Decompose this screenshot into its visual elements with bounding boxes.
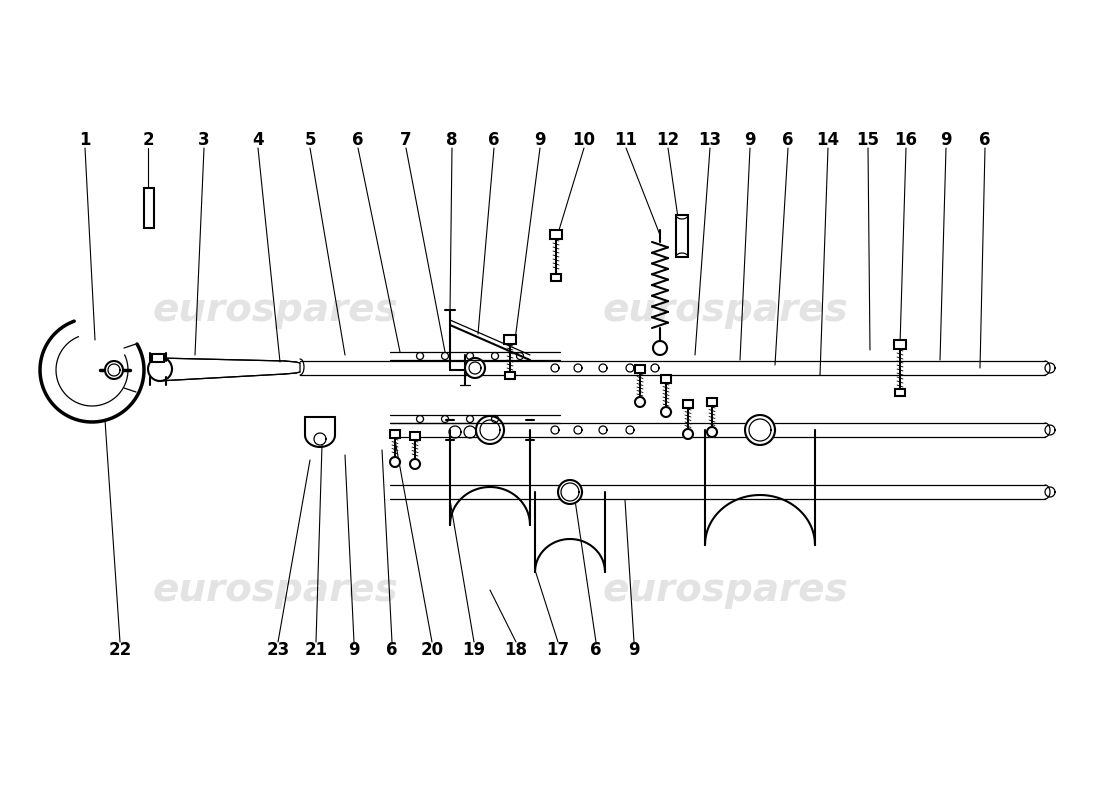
Text: 12: 12 [657, 131, 680, 149]
Text: 14: 14 [816, 131, 839, 149]
Polygon shape [410, 459, 420, 469]
Polygon shape [104, 361, 123, 379]
Text: 9: 9 [535, 131, 546, 149]
Text: 6: 6 [979, 131, 991, 149]
Text: 23: 23 [266, 641, 289, 659]
Polygon shape [1045, 363, 1055, 373]
Text: 15: 15 [857, 131, 880, 149]
Text: 6: 6 [488, 131, 499, 149]
Bar [390, 430, 400, 438]
Text: 22: 22 [109, 641, 132, 659]
Polygon shape [683, 429, 693, 439]
Text: 4: 4 [252, 131, 264, 149]
Bar [676, 215, 688, 257]
Polygon shape [558, 480, 582, 504]
Text: 9: 9 [940, 131, 952, 149]
Polygon shape [1045, 425, 1055, 435]
Text: 6: 6 [591, 641, 602, 659]
Bar [550, 230, 562, 239]
Text: 17: 17 [547, 641, 570, 659]
Polygon shape [707, 427, 717, 437]
Bar [635, 365, 645, 373]
Bar [661, 375, 671, 383]
Text: 7: 7 [400, 131, 411, 149]
Polygon shape [465, 358, 485, 378]
Text: eurospares: eurospares [152, 291, 398, 329]
Text: 3: 3 [198, 131, 210, 149]
Bar [504, 335, 516, 344]
Bar [152, 354, 164, 362]
Polygon shape [158, 358, 300, 381]
Polygon shape [390, 423, 1045, 437]
Polygon shape [148, 357, 172, 381]
Text: 5: 5 [305, 131, 316, 149]
Text: 1: 1 [79, 131, 90, 149]
Polygon shape [745, 415, 776, 445]
Bar [895, 389, 905, 396]
Text: 19: 19 [462, 641, 485, 659]
Polygon shape [390, 485, 1045, 499]
Text: 18: 18 [505, 641, 528, 659]
Text: 9: 9 [349, 641, 360, 659]
Text: eurospares: eurospares [152, 571, 398, 609]
Polygon shape [390, 352, 560, 360]
Polygon shape [635, 397, 645, 407]
Text: 9: 9 [628, 641, 640, 659]
Bar [683, 400, 693, 408]
Text: 8: 8 [447, 131, 458, 149]
Polygon shape [1045, 487, 1055, 497]
Text: 9: 9 [745, 131, 756, 149]
Bar [707, 398, 717, 406]
Text: 6: 6 [782, 131, 794, 149]
Bar [410, 432, 420, 440]
Text: 6: 6 [352, 131, 364, 149]
Text: 21: 21 [305, 641, 328, 659]
Text: eurospares: eurospares [602, 291, 848, 329]
Text: 10: 10 [572, 131, 595, 149]
Text: 16: 16 [894, 131, 917, 149]
Text: eurospares: eurospares [602, 571, 848, 609]
Polygon shape [390, 457, 400, 467]
Polygon shape [661, 407, 671, 417]
Polygon shape [476, 416, 504, 444]
Polygon shape [390, 415, 560, 423]
Text: 2: 2 [142, 131, 154, 149]
Text: 13: 13 [698, 131, 722, 149]
Polygon shape [300, 361, 1045, 375]
Bar [144, 188, 154, 228]
Text: 11: 11 [615, 131, 638, 149]
Bar [551, 274, 561, 281]
Bar [894, 340, 906, 349]
Bar [505, 372, 515, 379]
Text: 6: 6 [386, 641, 398, 659]
Text: 20: 20 [420, 641, 443, 659]
